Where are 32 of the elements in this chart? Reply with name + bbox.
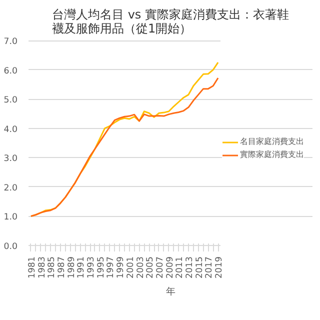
y-tick-label: 2.0 [4, 183, 18, 194]
x-tick-label: 1993 [86, 256, 97, 279]
y-tick-label: 3.0 [4, 154, 18, 164]
x-axis-title: 年 [166, 286, 175, 298]
chart-title: 台灣人均名目 vs 實際家庭消費支出：衣著鞋襪及服飾用品（從1開始） [52, 8, 289, 36]
x-tick-label: 1983 [37, 256, 48, 279]
x-tick-label: 2005 [146, 256, 156, 279]
y-tick-label: 5.0 [4, 96, 18, 106]
x-tick-label: 2013 [185, 256, 195, 279]
legend-label: 實際家庭消費支出 [240, 149, 304, 160]
x-tick-label: 1991 [76, 256, 87, 279]
y-tick-label: 6.0 [4, 66, 18, 76]
x-tick-label: 2015 [194, 256, 205, 279]
y-tick-label: 7.0 [4, 37, 18, 47]
x-tick-label: 2001 [126, 256, 136, 279]
x-tick-label: 1987 [57, 256, 67, 279]
x-tick-label: 1985 [47, 256, 58, 279]
legend-label: 名目家庭消費支出 [240, 136, 304, 147]
x-tick-label: 1995 [96, 256, 106, 279]
x-tick-label: 1981 [27, 256, 38, 279]
x-tick-label: 1997 [106, 256, 116, 279]
x-tick-label: 2007 [155, 256, 166, 279]
x-tick-label: 2003 [136, 256, 146, 279]
x-tick-label: 2011 [175, 256, 186, 279]
x-tick-label: 2019 [214, 256, 225, 279]
y-tick-label: 1.0 [4, 212, 18, 223]
y-tick-label: 4.0 [4, 124, 18, 135]
x-tick-label: 1999 [116, 256, 126, 279]
y-tick-label: 0.0 [4, 242, 18, 252]
x-tick-label: 2017 [204, 256, 215, 279]
x-tick-label: 2009 [165, 256, 176, 279]
x-tick-label: 1989 [66, 256, 77, 279]
